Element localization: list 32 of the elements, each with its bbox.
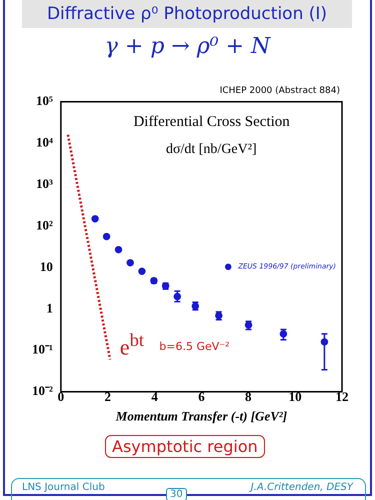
- point: [138, 268, 146, 276]
- text: ICHEP 2000 (Abstract 884): [220, 86, 340, 96]
- x-axis-title: Momentum Transfer (-t) [GeV²]: [114, 408, 288, 424]
- annotation: b=6.5 GeV⁻²: [159, 340, 230, 353]
- point: [114, 246, 122, 254]
- x-tick-label: 10: [288, 388, 302, 404]
- annotation: Differential Cross Section: [133, 114, 290, 131]
- text: LNS Journal Club: [22, 482, 105, 493]
- chart-subtitle: γ + p → ρ⁰ + N: [104, 34, 272, 59]
- text: Asymptotic region: [105, 435, 265, 458]
- x-tick-label: 6: [198, 388, 206, 404]
- x-tick-label: 0: [58, 388, 64, 404]
- point: [102, 232, 110, 240]
- annotation: dσ/dt [nb/GeV²]: [166, 142, 257, 158]
- y-tick-label: 10⁻¹: [32, 342, 53, 357]
- y-tick-label: 10⁵: [36, 93, 53, 108]
- y-tick-label: 1: [46, 300, 53, 316]
- text: 30: [166, 488, 187, 500]
- point: [91, 215, 99, 222]
- y-tick-label: 10³: [36, 176, 53, 192]
- point: [126, 259, 134, 266]
- y-tick-label: 10²: [36, 217, 53, 232]
- x-tick-label: 2: [104, 388, 111, 404]
- y-tick-label: 10⁻²: [32, 383, 53, 398]
- x-tick-label: 4: [151, 388, 158, 404]
- chart-title: Diffractive ρ⁰ Photoproduction (I): [22, 0, 352, 28]
- y-tick-label: 10⁴: [36, 134, 53, 150]
- annotation: e$^{bt}$: [120, 330, 144, 360]
- text: J.A.Crittenden, DESY: [250, 482, 353, 493]
- x-tick-label: 8: [245, 388, 252, 404]
- y-tick-label: 10: [40, 258, 53, 274]
- x-tick-label: 12: [336, 388, 348, 404]
